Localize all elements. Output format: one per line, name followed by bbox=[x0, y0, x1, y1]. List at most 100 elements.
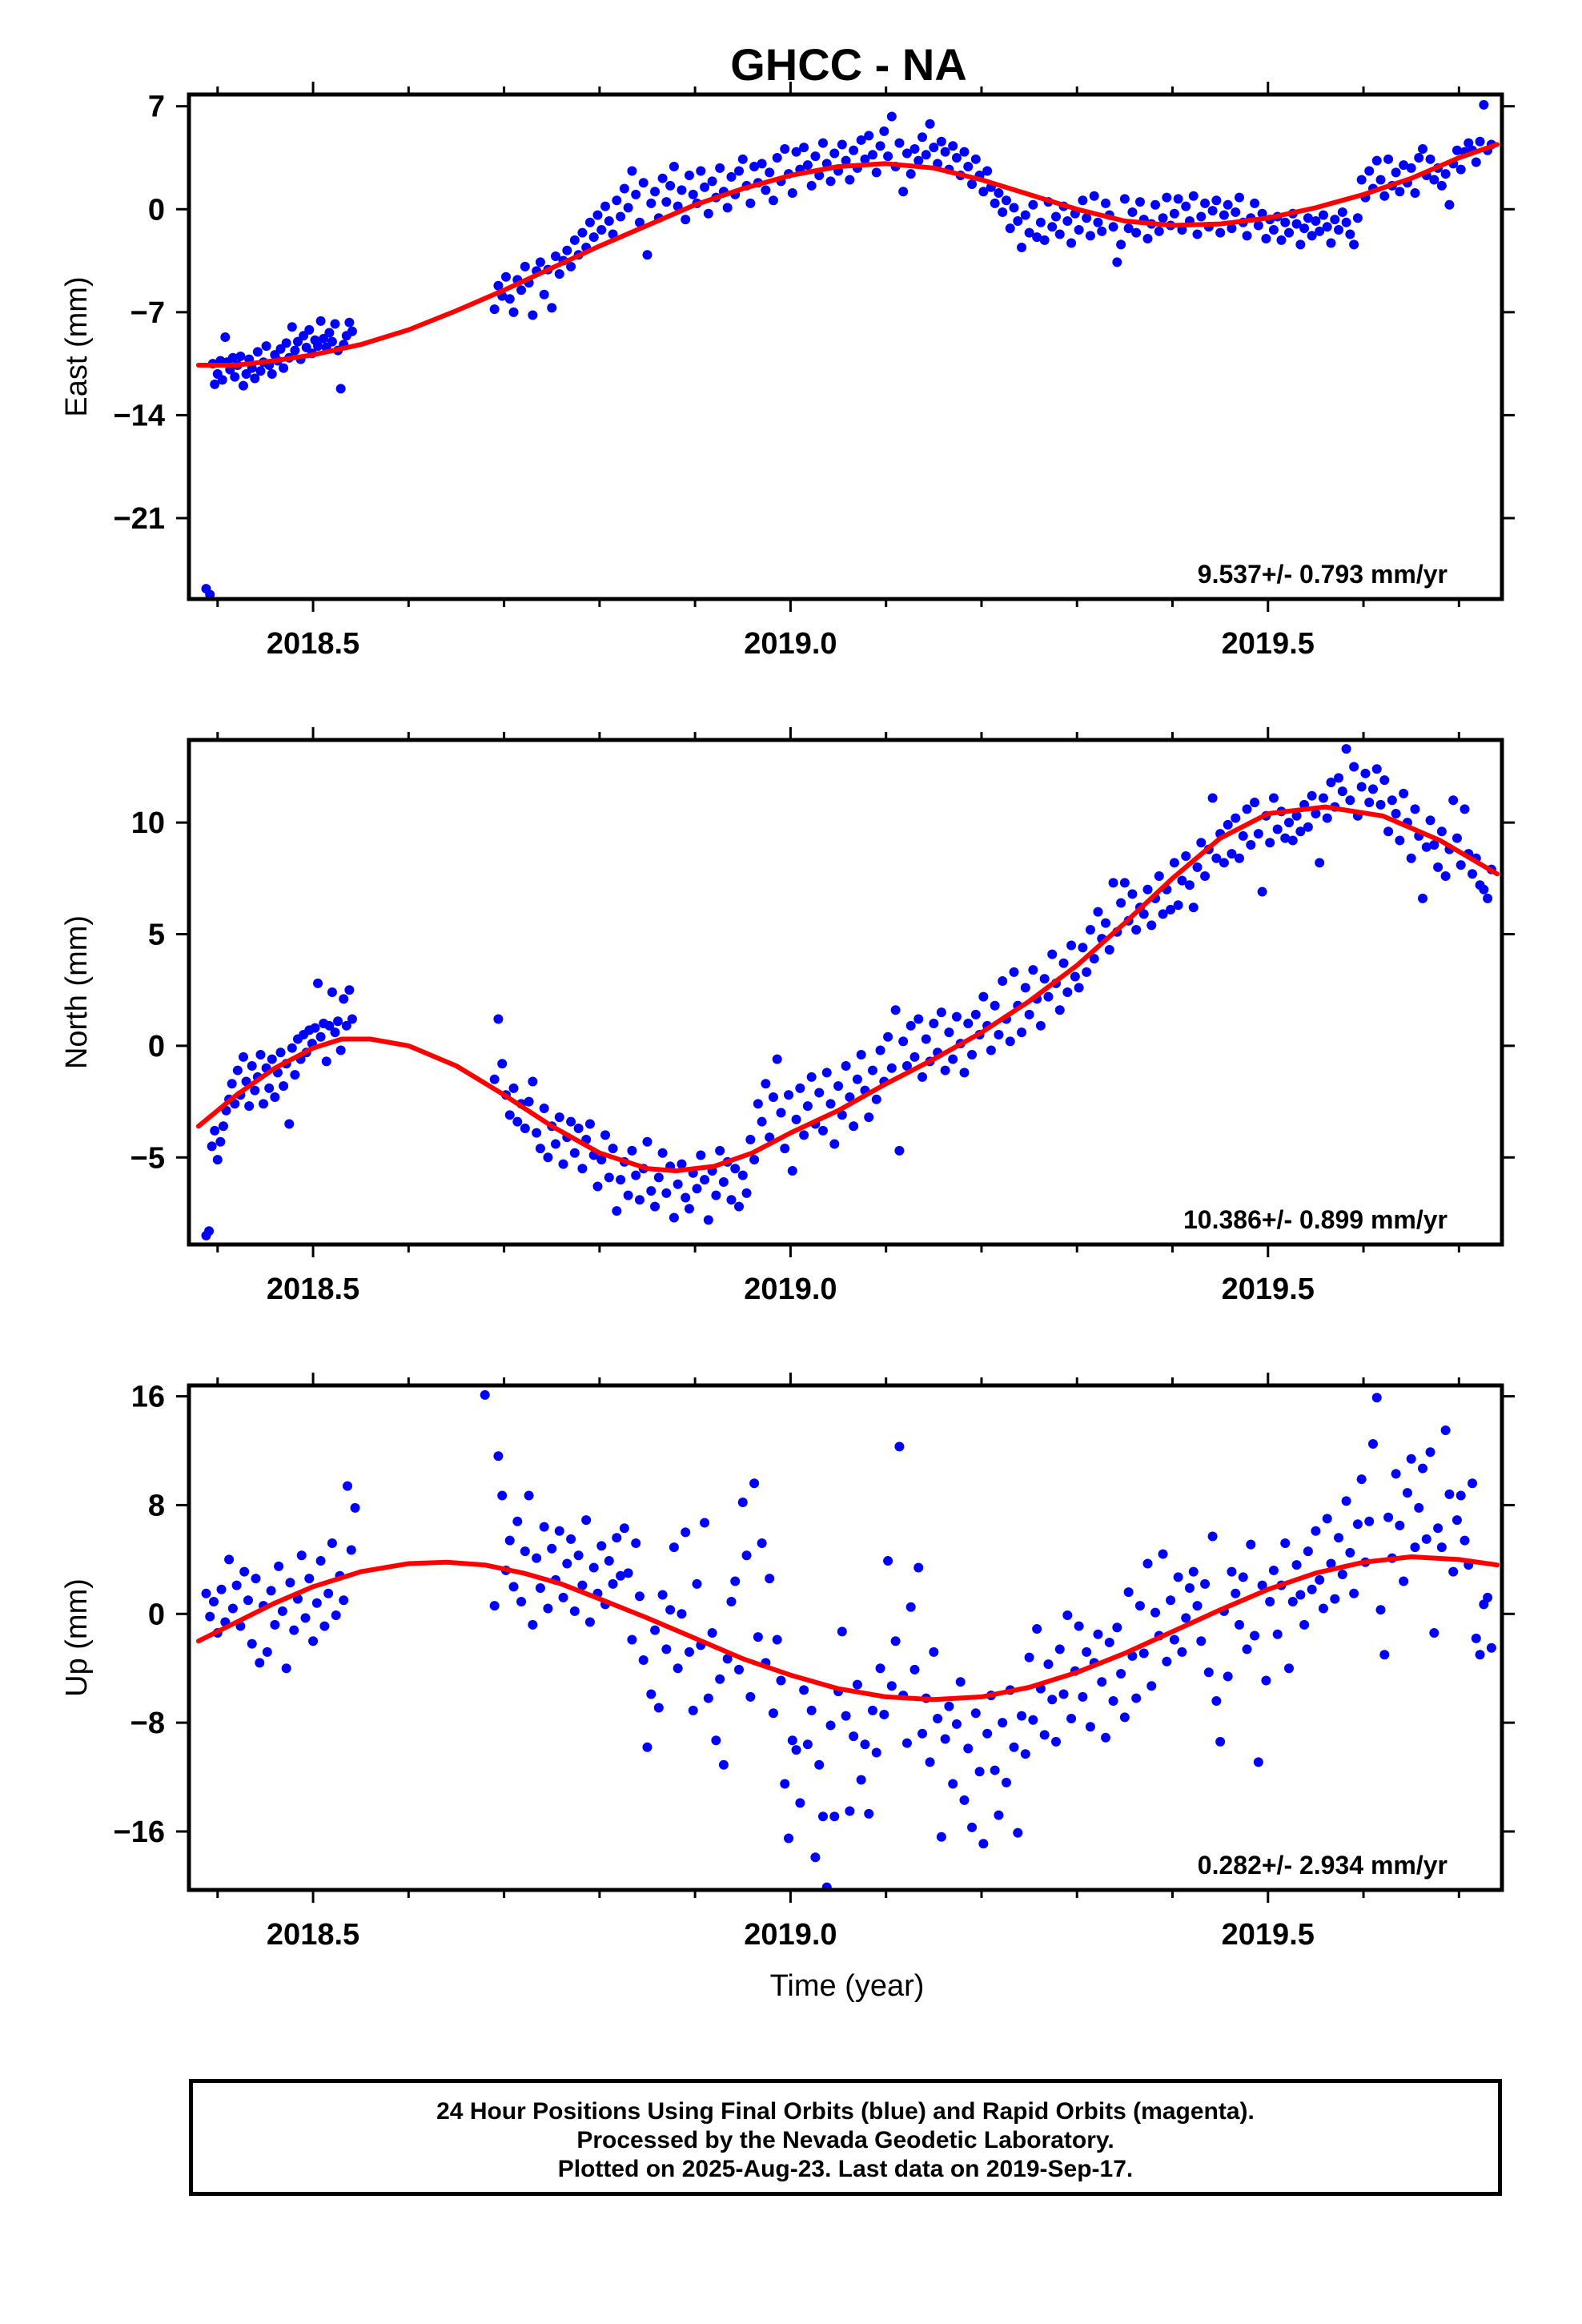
east-data-point bbox=[1349, 239, 1359, 250]
north-data-point bbox=[1066, 940, 1077, 951]
up-data-point bbox=[875, 1663, 885, 1674]
up-data-point bbox=[1433, 1523, 1443, 1534]
north-data-point bbox=[681, 1192, 691, 1203]
east-data-point bbox=[841, 155, 851, 166]
caption-line-1: 24 Hour Positions Using Final Orbits (bl… bbox=[436, 2098, 1255, 2125]
east-data-point bbox=[684, 171, 694, 181]
east-data-point bbox=[528, 310, 538, 320]
up-data-point bbox=[1116, 1669, 1126, 1679]
up-data-point bbox=[849, 1731, 859, 1742]
up-data-point bbox=[1150, 1607, 1161, 1618]
east-data-point bbox=[551, 251, 561, 262]
east-data-point bbox=[1162, 192, 1172, 203]
up-data-point bbox=[1295, 1590, 1306, 1600]
east-data-point bbox=[921, 150, 931, 160]
north-data-point bbox=[890, 1005, 901, 1015]
north-data-point bbox=[1062, 987, 1073, 997]
up-data-point bbox=[795, 1798, 805, 1808]
north-data-point bbox=[1138, 909, 1149, 919]
east-data-point bbox=[1356, 175, 1367, 185]
north-data-point bbox=[551, 1139, 561, 1149]
north-data-point bbox=[1307, 790, 1317, 801]
north-data-point bbox=[1035, 1020, 1046, 1031]
north-data-point bbox=[737, 1170, 748, 1180]
up-data-point bbox=[688, 1705, 698, 1715]
up-data-point bbox=[520, 1546, 530, 1557]
up-data-point bbox=[810, 1852, 821, 1863]
east-data-point bbox=[1215, 227, 1226, 238]
east-data-point bbox=[1303, 213, 1313, 223]
north-data-point bbox=[275, 1047, 286, 1058]
north-data-point bbox=[700, 1175, 710, 1185]
east-data-point bbox=[913, 155, 924, 166]
east-data-point bbox=[292, 336, 303, 347]
north-data-point bbox=[1058, 958, 1069, 968]
up-data-point bbox=[642, 1742, 652, 1752]
up-data-point bbox=[209, 1597, 219, 1606]
north-data-point bbox=[1253, 829, 1263, 839]
up-data-point bbox=[879, 1709, 889, 1719]
north-data-point bbox=[493, 1014, 504, 1024]
up-data-point bbox=[886, 1681, 897, 1691]
north-data-point bbox=[917, 1072, 928, 1082]
up-data-point bbox=[703, 1693, 713, 1703]
north-data-point bbox=[1250, 798, 1260, 808]
north-data-point bbox=[795, 1083, 805, 1093]
up-data-point bbox=[1456, 1490, 1466, 1501]
up-data-point bbox=[1039, 1730, 1050, 1740]
up-data-point bbox=[627, 1634, 637, 1645]
up-data-point bbox=[532, 1553, 542, 1563]
east-data-point bbox=[1039, 235, 1050, 245]
up-data-point bbox=[994, 1810, 1004, 1820]
east-data-point bbox=[665, 180, 676, 191]
north-data-point bbox=[634, 1195, 644, 1205]
north-data-point bbox=[1184, 880, 1195, 891]
up-data-point bbox=[231, 1580, 242, 1590]
up-data-point bbox=[673, 1663, 683, 1674]
north-data-point bbox=[631, 1170, 641, 1180]
up-data-point bbox=[342, 1481, 352, 1491]
north-data-point bbox=[1181, 850, 1191, 861]
up-data-point bbox=[1188, 1566, 1199, 1577]
up-data-point bbox=[982, 1728, 993, 1739]
up-data-point bbox=[1371, 1393, 1382, 1403]
north-data-point bbox=[642, 1136, 652, 1147]
east-data-point bbox=[875, 141, 885, 151]
east-data-point bbox=[261, 341, 271, 352]
north-data-point bbox=[1322, 813, 1332, 823]
north-data-point bbox=[715, 1145, 725, 1156]
up-x-tick-label: 2019.5 bbox=[1222, 1918, 1315, 1952]
east-data-point bbox=[959, 147, 970, 157]
east-data-point bbox=[347, 326, 357, 336]
north-data-points bbox=[201, 744, 1496, 1240]
east-data-point bbox=[604, 215, 614, 226]
north-data-point bbox=[1154, 871, 1164, 882]
east-data-point bbox=[1337, 207, 1347, 217]
north-data-point bbox=[1479, 884, 1489, 895]
up-data-point bbox=[718, 1759, 729, 1770]
up-data-point bbox=[1196, 1636, 1207, 1647]
north-data-point bbox=[711, 1190, 721, 1200]
east-data-point bbox=[1181, 201, 1191, 211]
up-data-point bbox=[814, 1759, 825, 1770]
east-data-point bbox=[516, 285, 527, 296]
east-data-point bbox=[1456, 164, 1466, 175]
north-velocity-label: 10.386+/- 0.899 mm/yr bbox=[1183, 1205, 1447, 1234]
up-panel: 2018.5 2019.0 2019.5 16 8 0 −8 −16 Up (mm) 0.282+… bbox=[60, 1373, 1515, 1952]
north-data-point bbox=[745, 1134, 756, 1144]
north-data-point bbox=[584, 1119, 595, 1129]
north-data-point bbox=[749, 1155, 760, 1165]
east-data-point bbox=[1050, 211, 1061, 222]
north-data-point bbox=[341, 1020, 351, 1031]
up-data-point bbox=[569, 1606, 580, 1616]
north-data-point bbox=[1166, 904, 1176, 915]
east-data-point bbox=[806, 180, 817, 191]
east-data-point bbox=[1475, 136, 1485, 147]
east-data-point bbox=[623, 203, 633, 213]
north-data-point bbox=[558, 1159, 568, 1169]
north-data-point bbox=[1009, 967, 1019, 977]
east-data-point bbox=[250, 373, 260, 384]
up-data-point bbox=[970, 1708, 981, 1719]
east-data-point bbox=[281, 338, 291, 348]
up-data-point bbox=[1146, 1681, 1157, 1691]
